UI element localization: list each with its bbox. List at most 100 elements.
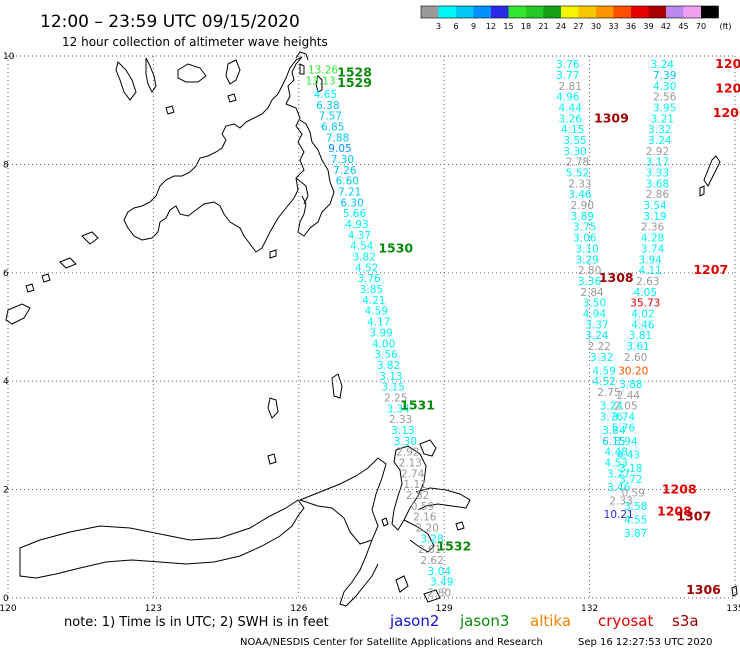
sangihe-island [267, 397, 279, 419]
swh-value: 3.87 [624, 528, 647, 540]
swh-value: 2.33 [568, 178, 591, 190]
swh-value: 3.54 [643, 200, 667, 212]
swh-value: 4.00 [372, 338, 395, 350]
swh-value: 2.20 [416, 523, 439, 535]
swh-value: 3.95 [653, 102, 676, 114]
swh-value: 3.49 [430, 577, 453, 589]
axis-tick-labels: 120 123 126 129 132 135 0 2 4 6 8 10 [0, 52, 740, 614]
swh-value: 2.13 [399, 458, 422, 470]
swh-value: 2.44 [617, 390, 641, 402]
swh-value: 3.36 [578, 276, 602, 288]
samar-tip [295, 51, 309, 61]
colorbar-swatch [456, 6, 474, 18]
basilan-island [81, 231, 99, 245]
swh-value: 6.15 [602, 436, 625, 448]
swh-value: 4.59 [365, 306, 388, 318]
swh-value: 2.16 [413, 512, 437, 524]
swh-value: 2.25 [384, 392, 407, 404]
colorbar-tick-label: 30 [591, 22, 601, 31]
swh-value: 4.55 [624, 514, 647, 526]
coastline-map [5, 51, 738, 607]
colorbar-swatch [666, 6, 684, 18]
swh-value: 4.48 [605, 447, 628, 459]
jolo-island [59, 257, 77, 269]
siau-island [267, 453, 277, 465]
colorbar-frame [420, 5, 719, 19]
pass-label: 1206 [713, 105, 740, 120]
swh-value: 2.75 [597, 387, 620, 399]
dinagat-island [299, 63, 305, 75]
swh-value: 4.43 [617, 449, 640, 461]
swh-value: 2.84 [580, 287, 604, 299]
swh-value: 7.88 [326, 132, 349, 144]
siquijor-island [165, 105, 175, 115]
pass-label: 1205 [715, 56, 740, 71]
colorbar-tick-label: 9 [471, 22, 476, 31]
wave-height-values: 13.2613.134.656.387.576.857.889.057.307.… [306, 59, 677, 599]
swh-value: 7.26 [333, 165, 357, 177]
y-tick-label: 4 [3, 377, 9, 387]
halmahera-south [403, 519, 435, 553]
y-tick-label: 10 [3, 52, 15, 62]
swh-value: 3.88 [619, 379, 642, 391]
swh-value: 5.66 [343, 208, 367, 220]
swh-value: 4.53 [605, 458, 628, 470]
pass-label: 1531 [400, 398, 435, 413]
colorbar-tick-label: 6 [453, 22, 458, 31]
swh-value: 2.61 [418, 544, 441, 556]
swh-value: 4.52 [592, 376, 615, 388]
sarangani-island [269, 249, 277, 259]
colorbar-tick-label: 70 [696, 22, 706, 31]
x-tick-label: 123 [145, 604, 162, 614]
sulawesi-north-arm [19, 499, 305, 579]
x-tick-label: 135 [726, 604, 740, 614]
swh-value: 7.57 [319, 111, 342, 123]
swh-value: 3.10 [575, 243, 598, 255]
satellite-legend-s3a: s3a [672, 612, 699, 630]
colorbar-tick-label: 21 [538, 22, 548, 31]
sulawesi-northeast [298, 457, 387, 545]
morotai-island [419, 439, 437, 457]
colorbar-swatch [596, 6, 614, 18]
negros-island [115, 61, 137, 101]
swh-value: 3.84 [602, 425, 626, 437]
swh-value: 3.19 [643, 211, 666, 223]
colorbar-swatch [438, 6, 456, 18]
colorbar-swatch [508, 6, 526, 18]
pass-label: 1528 [337, 64, 372, 79]
satellite-legend-jason2: jason2 [389, 612, 439, 630]
swh-value: 3.34 [386, 403, 410, 415]
pass-label: 1208 [657, 503, 692, 518]
colorbar-swatch [543, 6, 561, 18]
pass-label: 1309 [594, 110, 629, 125]
swh-value: 4.30 [653, 81, 676, 93]
swh-value: 3.75 [573, 222, 596, 234]
swh-value: 0.59 [622, 487, 645, 499]
swh-value: 10.21 [604, 509, 634, 521]
swh-value: 3.37 [585, 319, 608, 331]
swh-value: 3.46 [568, 189, 592, 201]
swh-value: 3.15 [382, 382, 405, 394]
pass-label: 1307 [676, 509, 711, 524]
swh-value: 3.24 [600, 401, 624, 413]
colorbar-tick-label: 42 [661, 22, 671, 31]
pass-label: 1529 [337, 75, 372, 90]
swh-value: 1.11 [403, 479, 426, 491]
colorbar-legend: 3 6 9 12 15 18 21 24 27 30 33 36 39 42 45 70 (ft) [420, 5, 732, 31]
swh-value: 7.21 [338, 187, 361, 199]
swh-value: 4.54 [350, 241, 374, 253]
swh-value: 4.28 [641, 233, 664, 245]
palau-island [703, 155, 721, 187]
palau-island-south [699, 185, 705, 197]
pass-label: 1530 [378, 240, 413, 255]
davao-gulf [295, 177, 309, 205]
swh-value: 13.13 [306, 75, 336, 87]
swh-value: 2.56 [653, 92, 677, 104]
swh-value: 3.56 [374, 349, 398, 361]
swh-value: 3.94 [614, 436, 638, 448]
colorbar-swatch [631, 6, 649, 18]
swh-value: 3.21 [651, 113, 674, 125]
swh-value: 2.62 [420, 555, 443, 567]
